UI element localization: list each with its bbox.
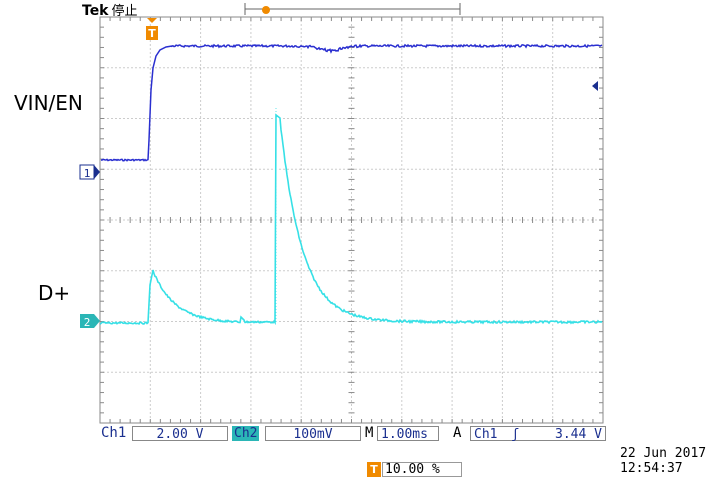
ch1-marker-label: 1 (84, 167, 91, 180)
ch2-waveform (100, 113, 603, 326)
ch2-ground-marker: 2 (80, 314, 100, 329)
trigger-marker-label: T (148, 27, 156, 40)
ch1-scale: 2.00 V (132, 426, 228, 442)
ch2-marker-label: 2 (84, 316, 91, 329)
ch1-ground-marker: 1 (79, 164, 100, 180)
trigger-readout: Ch1 ʃ 3.44 V (470, 426, 606, 442)
trigger-slope-icon: ʃ (511, 427, 520, 442)
time-prefix: M (365, 425, 374, 441)
trigger-position-marker: T (146, 18, 158, 40)
record-position-bar (244, 3, 461, 15)
d-plus-label: D+ (38, 281, 71, 305)
date: 22 Jun 2017 (620, 446, 707, 461)
ch1-waveform (100, 43, 603, 162)
trigger-source: Ch1 (474, 427, 498, 442)
trigger-icon: T (367, 462, 381, 477)
time: 12:54:37 (620, 461, 683, 476)
brand-logo: Tek (82, 3, 109, 19)
trigger-level-marker (592, 81, 598, 91)
ch1-name: Ch1 (101, 425, 127, 441)
trigger-level: 3.44 V (555, 427, 602, 442)
trigger-prefix: A (453, 425, 462, 441)
time-scale: 1.00ms (377, 426, 439, 442)
vin-en-label: VIN/EN (14, 91, 83, 115)
ch2-scale: 100mV (265, 426, 361, 442)
trigger-position-value: 10.00 % (382, 462, 462, 477)
graticule-grid (99, 16, 604, 424)
acquisition-status: 停止 (111, 4, 138, 19)
brand-header: Tek 停止 (82, 0, 138, 19)
ch2-name: Ch2 (232, 426, 260, 441)
